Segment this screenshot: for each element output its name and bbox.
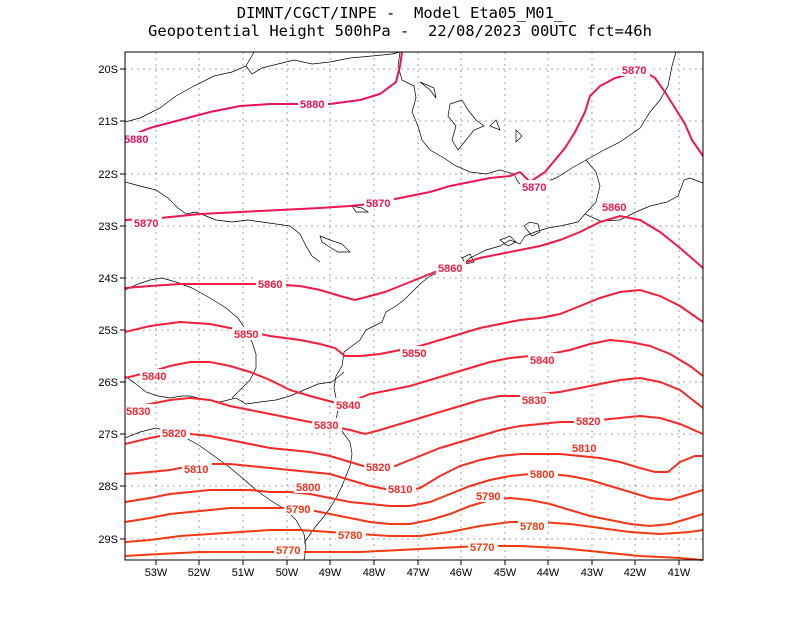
x-tick-label: 48W [363,567,386,579]
x-tick-label: 51W [232,567,255,579]
x-tick-label: 44W [537,567,560,579]
contour-5840 [124,338,704,406]
x-axis-labels: 53W 52W 51W 50W 49W 48W 47W 46W 45W 44W … [145,567,691,579]
contour-5800 [124,473,704,507]
contour-label-5800-east: 5800 [530,469,554,481]
contour-5870-north [519,70,704,184]
y-tick-label: 22S [98,169,118,181]
tick-marks [120,68,680,565]
contour-label-5770: 5770 [276,545,300,557]
contour-label-5850: 5850 [234,329,258,341]
contour-label-5820-mid: 5820 [366,462,390,474]
contour-label-5830-mid: 5830 [314,420,338,432]
contour-label-5830-west: 5830 [126,406,150,418]
x-tick-label: 42W [624,567,647,579]
contour-5810 [124,453,703,491]
contour-label-5850-east: 5850 [402,348,426,360]
contour-5830 [124,376,704,436]
contour-label-5830-east: 5830 [522,395,546,407]
x-tick-label: 47W [407,567,430,579]
title-line-1: DIMNT/CGCT/INPE - Model Eta05_M01_ [236,4,564,22]
contour-label-5790-east: 5790 [476,491,500,503]
contour-label-5870: 5870 [366,198,390,210]
x-tick-label: 46W [450,567,473,579]
contour-label-5860-mid: 5860 [438,263,462,275]
x-tick-label: 45W [494,567,517,579]
x-tick-label: 43W [581,567,604,579]
y-tick-label: 21S [98,116,118,128]
contour-label-5840-west: 5840 [142,371,166,383]
coastline-and-borders [124,51,704,561]
y-tick-label: 26S [98,377,118,389]
map-frame [124,51,704,561]
contour-label-5840-mid: 5840 [336,400,360,412]
title-line-2: Geopotential Height 500hPa - 22/08/2023 … [148,22,652,40]
contour-5790 [124,496,704,528]
lat-lon-grid [125,52,703,560]
contour-label-5870-east: 5870 [522,182,546,194]
contour-label-5800: 5800 [296,482,320,494]
contour-label-5780: 5780 [338,530,362,542]
contour-label-5810-mid: 5810 [388,484,412,496]
x-tick-label: 53W [145,567,168,579]
y-tick-label: 25S [98,325,118,337]
contour-5780 [124,521,704,543]
contour-label-5790: 5790 [286,504,310,516]
contour-label-5870-west: 5870 [134,218,158,230]
y-tick-label: 29S [98,534,118,546]
contour-label-5820-east: 5820 [576,416,600,428]
y-axis-labels: 20S 21S 22S 23S 24S 25S 26S 27S 28S 29S [98,64,118,546]
contour-5880 [124,51,403,139]
contour-label-5770-east: 5770 [470,542,494,554]
contour-lines [124,51,704,561]
y-tick-label: 20S [98,64,118,76]
contour-label-5840-east: 5840 [530,355,554,367]
contour-label-5870-northeast: 5870 [622,65,646,77]
contour-5860 [124,214,704,302]
contour-label-5820-west: 5820 [162,428,186,440]
contour-label-5810-west: 5810 [184,464,208,476]
map-title: DIMNT/CGCT/INPE - Model Eta05_M01_ Geopot… [0,4,800,40]
contour-label-5780-east: 5780 [520,521,544,533]
x-tick-label: 50W [276,567,299,579]
contour-5770 [124,545,704,561]
y-tick-label: 28S [98,481,118,493]
y-tick-label: 24S [98,273,118,285]
x-tick-label: 49W [319,567,342,579]
y-tick-label: 27S [98,429,118,441]
contour-label-5880-west: 5880 [124,134,148,146]
contour-label-5860-east: 5860 [602,202,626,214]
contour-label-5860: 5860 [258,279,282,291]
contour-label-5810-east: 5810 [572,443,596,455]
x-tick-label: 52W [188,567,211,579]
contour-labels: 5880 5880 5870 5870 5870 5870 5860 5860 … [122,63,650,557]
x-tick-label: 41W [668,567,691,579]
contour-label-5880: 5880 [300,99,324,111]
y-tick-label: 23S [98,221,118,233]
